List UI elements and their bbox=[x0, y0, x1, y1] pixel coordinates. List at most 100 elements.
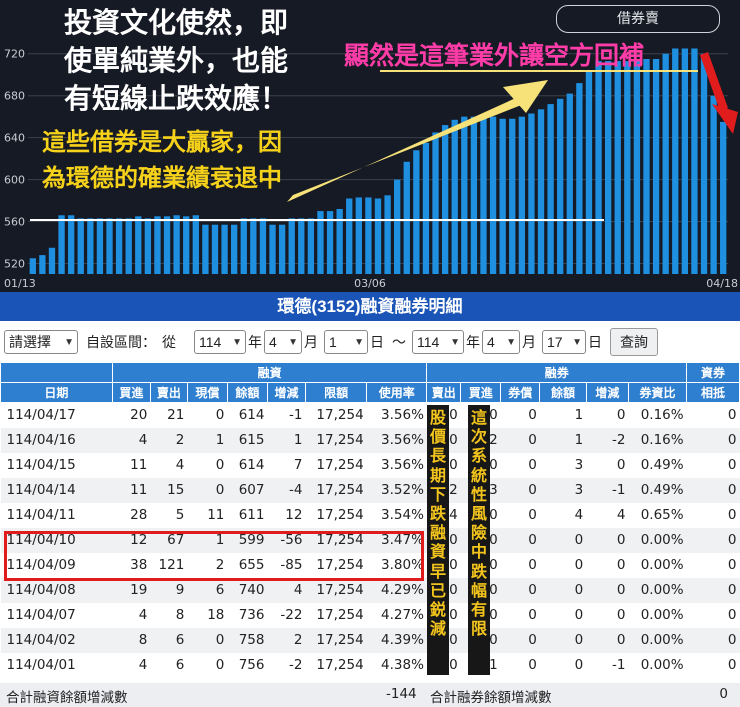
y-tick-label: 520 bbox=[4, 258, 25, 271]
date-cell: 114/04/15 bbox=[6, 457, 76, 473]
price-bar bbox=[403, 161, 410, 274]
price-bar bbox=[48, 247, 56, 274]
end-day-select[interactable]: 17 ▼ bbox=[542, 330, 586, 354]
vertical-annotation-char: 早 bbox=[429, 561, 446, 581]
table-cell: 0 bbox=[586, 577, 629, 603]
price-bar bbox=[691, 48, 698, 274]
table-cell: 6 bbox=[187, 577, 228, 603]
price-bar bbox=[576, 83, 583, 274]
end-month-select[interactable]: 4 ▼ bbox=[482, 330, 520, 354]
table-cell: 0 bbox=[616, 457, 626, 473]
table-cell: -85 bbox=[280, 557, 303, 573]
price-bar bbox=[317, 211, 324, 274]
column-header: 增減 bbox=[266, 382, 306, 403]
preset-select[interactable]: 請選擇 ▼ bbox=[4, 330, 78, 354]
start-month-select[interactable]: 4 ▼ bbox=[264, 330, 302, 354]
table-cell: 0 bbox=[449, 457, 458, 473]
table-cell: 0 bbox=[574, 607, 584, 623]
table-cell: 2 bbox=[215, 557, 225, 573]
table-cell: 3.56% bbox=[381, 407, 424, 424]
month-unit: 月 bbox=[522, 334, 536, 350]
table-cell: 0 bbox=[686, 527, 740, 553]
vertical-annotation-char: 鋭 bbox=[429, 600, 446, 620]
price-bar bbox=[509, 118, 516, 275]
table-cell: 0 bbox=[187, 477, 228, 503]
price-bar bbox=[298, 218, 305, 274]
highlight-box bbox=[4, 531, 424, 581]
table-cell: 17,254 bbox=[316, 557, 364, 573]
table-cell: 1 bbox=[539, 427, 587, 453]
table-cell: 655 bbox=[238, 557, 265, 573]
margin-total-label: 合計融資餘額增減數 bbox=[6, 690, 128, 706]
table-cell: 0 bbox=[528, 507, 537, 523]
price-bar bbox=[614, 61, 621, 274]
table-cell: 0 bbox=[500, 627, 540, 653]
table-cell: 0 bbox=[727, 657, 737, 673]
price-bar bbox=[422, 142, 430, 274]
table-cell: 0 bbox=[727, 557, 737, 573]
table-cell: 11 bbox=[112, 477, 151, 503]
price-bar bbox=[135, 216, 142, 274]
start-year-select[interactable]: 114 ▼ bbox=[194, 330, 246, 354]
table-cell: 0 bbox=[500, 527, 540, 553]
annotation-left-vertical: 股價長期下跌融資早已鋭減股價長期下跌融資早已鋭減 bbox=[427, 405, 449, 675]
table-cell: 0 bbox=[449, 607, 458, 623]
y-tick-label: 640 bbox=[4, 132, 25, 145]
price-bar bbox=[278, 224, 286, 274]
yellow-caption: 這些借券是大贏家，因 為環德的確業績衰退中 bbox=[42, 128, 282, 192]
column-header: 餘額 bbox=[226, 382, 268, 403]
vertical-annotation-char: 資 bbox=[429, 542, 446, 562]
table-cell: 8 bbox=[112, 627, 151, 653]
price-bar bbox=[499, 118, 506, 275]
table-cell: 28 bbox=[130, 507, 148, 523]
up-arrow-head bbox=[503, 80, 548, 113]
price-bar bbox=[643, 58, 650, 274]
table-cell: 0.00% bbox=[640, 657, 684, 673]
column-header: 券資比 bbox=[627, 382, 688, 403]
end-day-value: 17 bbox=[547, 334, 563, 350]
table-cell: 7 bbox=[293, 457, 303, 473]
date-cell: 114/04/09 bbox=[6, 557, 76, 573]
chevron-down-icon: ▼ bbox=[232, 336, 242, 348]
start-day-select[interactable]: 1 ▼ bbox=[324, 330, 368, 354]
table-cell: 17,254 bbox=[316, 657, 364, 673]
table-row: 114/04/15 11 4 0 614 7 17,254 3.56% 0 0 0 3 0 0.49% 0 bbox=[1, 453, 740, 478]
column-header: 餘額 bbox=[539, 382, 587, 403]
table-cell: 0 bbox=[686, 577, 740, 603]
vertical-annotation-char: 跌 bbox=[429, 504, 446, 524]
table-cell: 0 bbox=[187, 627, 228, 653]
end-year-select[interactable]: 114 ▼ bbox=[412, 330, 464, 354]
price-bar bbox=[528, 113, 535, 275]
table-cell: 0 bbox=[539, 627, 587, 653]
price-bar bbox=[231, 224, 238, 274]
short-sell-button[interactable]: 借券賣 bbox=[556, 5, 720, 33]
table-cell: 736 bbox=[238, 607, 265, 623]
short-group-header: 融券 bbox=[426, 362, 688, 383]
query-button[interactable]: 查詢 bbox=[610, 328, 658, 356]
table-cell: 0 bbox=[500, 577, 540, 603]
price-bar bbox=[96, 218, 104, 274]
ratio-group-header: 資券 bbox=[686, 362, 740, 383]
table-cell: 0.00% bbox=[640, 607, 684, 623]
vertical-annotation-char: 下 bbox=[429, 484, 446, 504]
table-cell: 0 bbox=[574, 557, 584, 573]
price-chart-panel: 520 560 600 640 680 720 01/13 03/06 04/18 投資文化使然… bbox=[0, 0, 740, 292]
table-cell: 4.39% bbox=[366, 627, 427, 653]
y-tick-label: 680 bbox=[4, 90, 25, 103]
table-cell: -4 bbox=[267, 477, 306, 503]
price-bar bbox=[240, 218, 247, 274]
corner-header bbox=[0, 362, 113, 383]
vertical-annotation-char: 性 bbox=[470, 484, 487, 504]
vertical-annotation-char: 有 bbox=[470, 600, 487, 620]
column-header: 限額 bbox=[304, 382, 368, 403]
table-cell: 758 bbox=[227, 627, 268, 653]
column-header: 現償 bbox=[186, 382, 228, 403]
price-bar bbox=[489, 116, 497, 275]
month-unit: 月 bbox=[304, 334, 318, 350]
table-cell: 0.00% bbox=[628, 527, 687, 553]
vertical-annotation-char: 中 bbox=[470, 542, 487, 562]
date-cell: 114/04/08 bbox=[0, 577, 113, 603]
vertical-annotation-char: 險 bbox=[470, 523, 487, 543]
end-year-value: 114 bbox=[417, 334, 440, 350]
price-bar bbox=[537, 109, 545, 274]
